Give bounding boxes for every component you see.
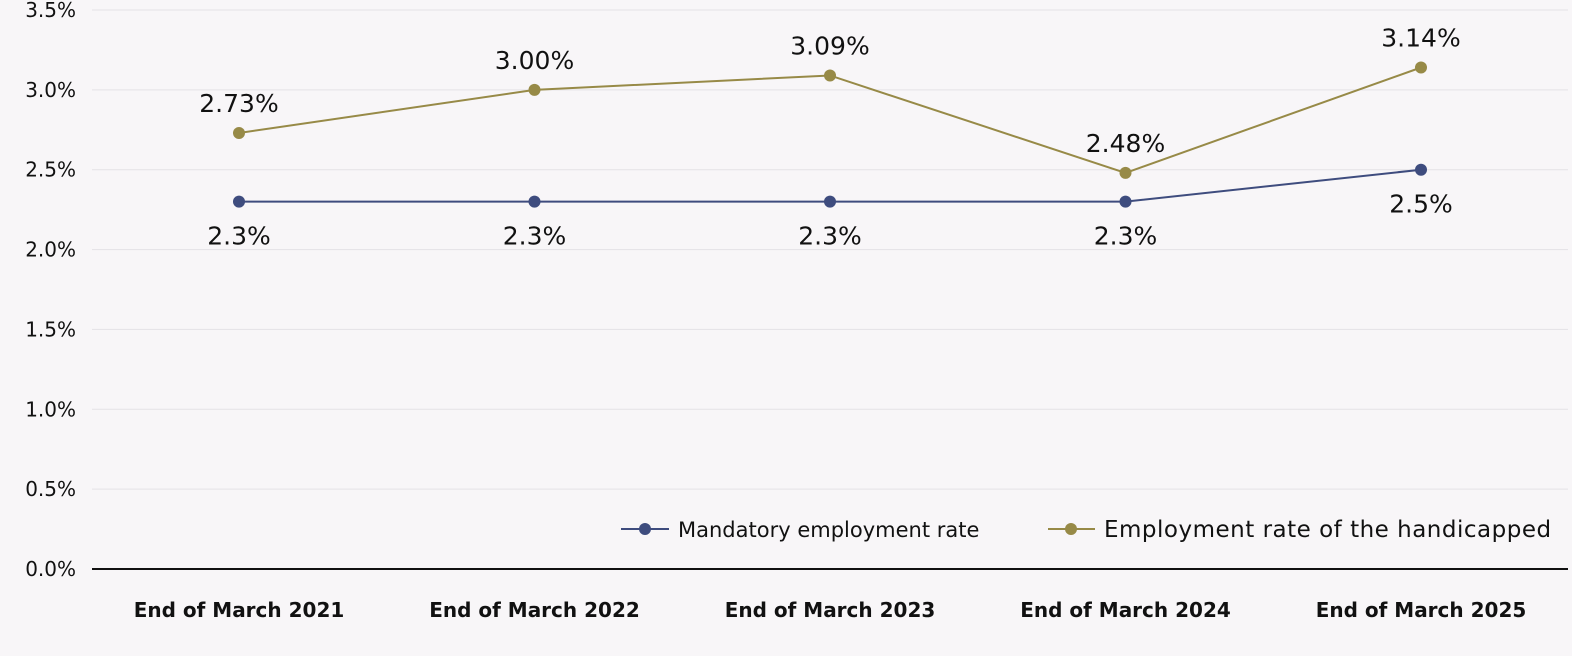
data-point bbox=[528, 195, 541, 208]
y-tick-label: 1.0% bbox=[25, 397, 76, 421]
x-tick-label: End of March 2025 bbox=[1316, 598, 1527, 622]
data-label: 2.3% bbox=[1094, 222, 1158, 251]
y-tick-label: 3.5% bbox=[25, 0, 76, 22]
series-layer bbox=[233, 61, 1427, 208]
y-tick-label: 1.5% bbox=[25, 317, 76, 341]
legend: Mandatory employment rate Employment rat… bbox=[621, 517, 1552, 543]
legend-marker-mandatory bbox=[639, 523, 651, 535]
y-tick-label: 0.5% bbox=[25, 477, 76, 501]
legend-label-handicapped: Employment rate of the handicapped bbox=[1104, 517, 1552, 543]
legend-label-mandatory: Mandatory employment rate bbox=[678, 518, 979, 542]
data-label: 2.73% bbox=[199, 89, 278, 118]
series-line bbox=[238, 66, 1422, 174]
data-label: 3.00% bbox=[495, 46, 574, 75]
data-point bbox=[824, 69, 836, 82]
x-tick-label: End of March 2023 bbox=[725, 598, 936, 622]
y-axis-ticks: 0.0% 0.5% 1.0% 1.5% 2.0% 2.5% 3.0% 3.5% bbox=[25, 0, 76, 581]
x-tick-label: End of March 2022 bbox=[429, 598, 640, 622]
x-tick-label: End of March 2021 bbox=[134, 598, 345, 622]
data-label: 3.09% bbox=[790, 31, 869, 60]
legend-item-mandatory-employment-rate: Mandatory employment rate bbox=[621, 518, 979, 542]
data-label: 2.3% bbox=[207, 222, 271, 251]
data-label: 2.3% bbox=[503, 222, 567, 251]
data-point bbox=[1415, 163, 1427, 176]
data-point bbox=[824, 195, 836, 208]
data-point bbox=[233, 195, 245, 208]
x-axis-ticks: End of March 2021 End of March 2022 End of… bbox=[134, 598, 1527, 622]
data-point bbox=[1119, 195, 1132, 208]
legend-item-employment-rate-handicapped: Employment rate of the handicapped bbox=[1048, 517, 1552, 543]
x-tick-label: End of March 2024 bbox=[1020, 598, 1231, 622]
y-tick-label: 2.5% bbox=[25, 158, 76, 182]
data-point bbox=[1415, 61, 1427, 74]
data-labels: 2.3% 2.3% 2.3% 2.3% 2.5% 2.73% 3.00% 3.09% 2.48%… bbox=[199, 23, 1460, 250]
data-point bbox=[233, 126, 245, 139]
legend-marker-handicapped bbox=[1065, 523, 1077, 535]
data-label: 2.48% bbox=[1086, 129, 1165, 158]
data-point bbox=[1119, 166, 1132, 179]
data-label: 2.5% bbox=[1389, 190, 1453, 219]
grid-layer bbox=[92, 9, 1568, 490]
data-label: 3.14% bbox=[1381, 23, 1460, 52]
data-label: 2.3% bbox=[798, 222, 862, 251]
y-tick-label: 3.0% bbox=[25, 78, 76, 102]
data-point bbox=[528, 83, 541, 96]
y-tick-label: 0.0% bbox=[25, 557, 76, 581]
y-tick-label: 2.0% bbox=[25, 238, 76, 262]
